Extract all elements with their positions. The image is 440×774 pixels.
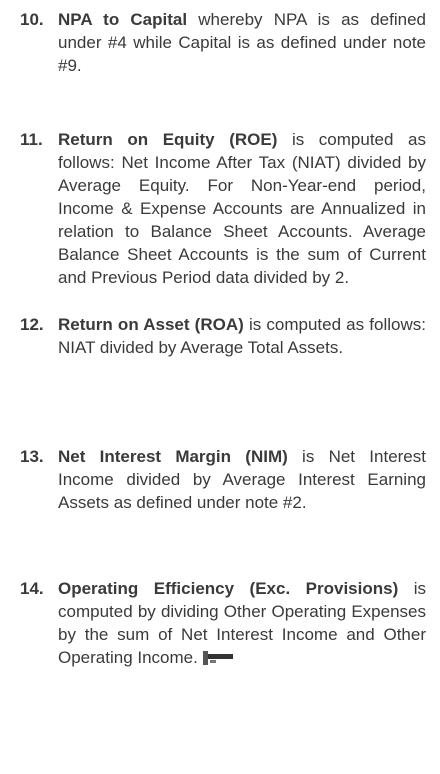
item-number: 14. [20,579,44,598]
item-text: is computed as follows: Net Income After… [58,130,426,287]
item-term: NPA to Capital [58,10,188,29]
item-number: 12. [20,315,44,334]
item-text: is computed by dividing Other Operating … [58,579,426,667]
item-term: Operating Efficiency (Exc. Provisions) [58,579,399,598]
item-term: Net Interest Margin (NIM) [58,447,288,466]
item-text: is computed as follows: NIAT divided by … [58,315,426,357]
item-body: Return on Asset (ROA) is computed as fol… [58,313,426,359]
item-body: Net Interest Margin (NIM) is Net Interes… [58,445,426,514]
item-term: Return on Asset (ROA) [58,315,244,334]
item-body: NPA to Capital whereby NPA is as defined… [58,8,426,77]
item-number: 10. [20,10,44,29]
end-icon [202,651,233,665]
item-body: Return on Equity (ROE) is computed as fo… [58,128,426,289]
item-number: 11. [20,130,43,149]
list-item: 10. NPA to Capital whereby NPA is as def… [20,8,426,77]
item-body: Operating Efficiency (Exc. Provisions) i… [58,577,426,669]
item-number: 13. [20,447,44,466]
item-text: whereby NPA is as defined under #4 while… [58,10,426,75]
list-item: 14. Operating Efficiency (Exc. Provision… [20,577,426,669]
list-item: 11. Return on Equity (ROE) is computed a… [20,128,426,289]
list-item: 12. Return on Asset (ROA) is computed as… [20,313,426,359]
item-text: is Net Interest Income divided by Averag… [58,447,426,512]
item-term: Return on Equity (ROE) [58,130,278,149]
list-item: 13. Net Interest Margin (NIM) is Net Int… [20,445,426,514]
